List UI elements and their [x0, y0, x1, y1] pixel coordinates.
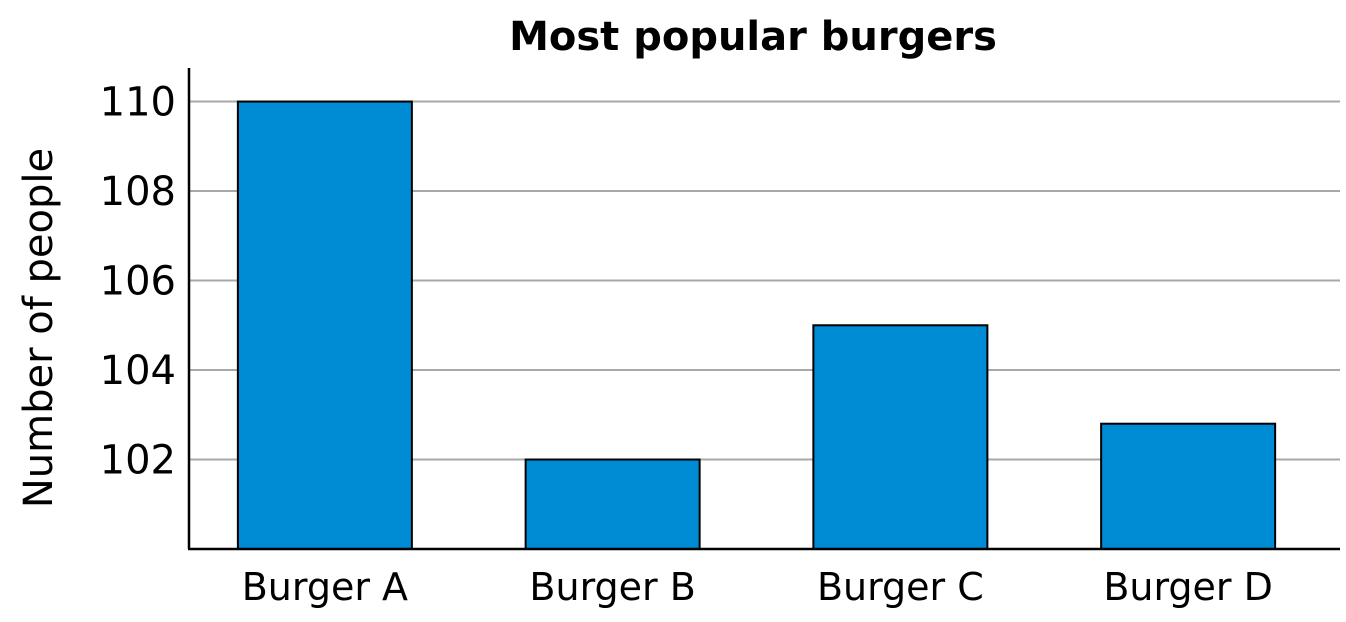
y-tick-label: 110: [100, 80, 176, 126]
x-tick-label: Burger D: [1103, 565, 1273, 609]
y-tick-label: 104: [100, 348, 176, 394]
y-tick-label: 102: [100, 438, 176, 484]
y-axis-label: Number of people: [16, 148, 62, 508]
x-tick-label: Burger B: [529, 565, 695, 609]
bar: [524, 458, 701, 550]
chart-title: Most popular burgers: [509, 14, 997, 60]
bar: [812, 324, 989, 551]
bar: [236, 100, 413, 550]
y-tick-label: 106: [100, 259, 176, 305]
y-tick-labels: 102 104 106 108 110: [100, 80, 176, 484]
x-tick-labels: Burger A Burger B Burger C Burger D: [242, 565, 1273, 609]
x-tick-label: Burger A: [242, 565, 408, 609]
bars: [236, 100, 1277, 551]
bar: [1100, 422, 1277, 550]
y-tick-label: 108: [100, 169, 176, 215]
x-tick-label: Burger C: [817, 565, 984, 609]
